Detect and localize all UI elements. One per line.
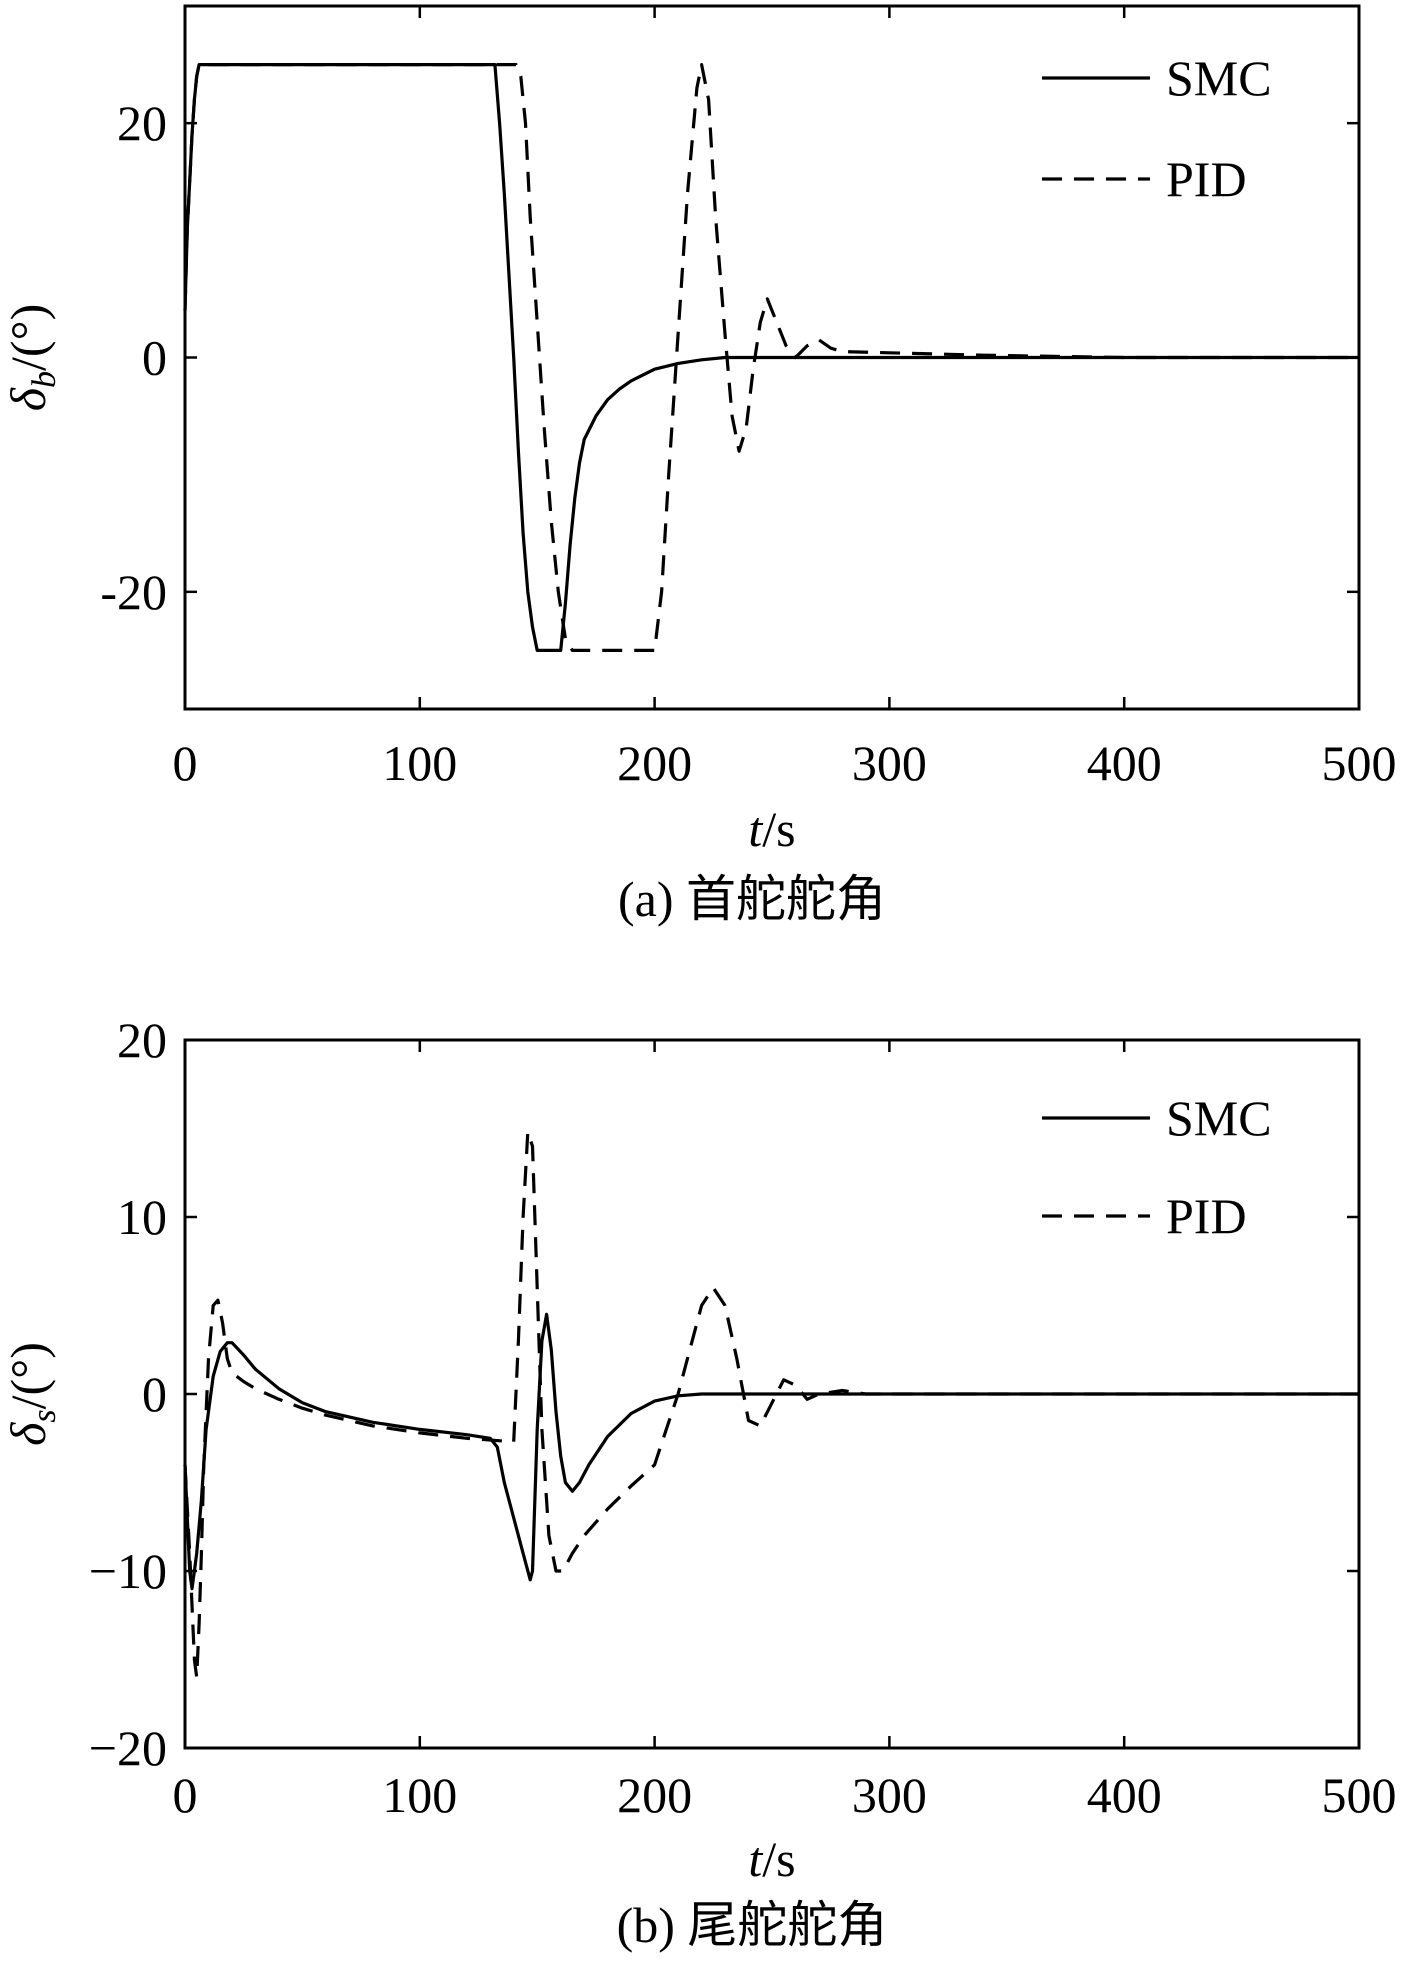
x-tick-label: 100 [382, 1767, 457, 1823]
y-tick-label: 0 [142, 1366, 167, 1422]
x-tick-label: 200 [617, 1767, 692, 1823]
x-axis-label: t/s [748, 1831, 795, 1887]
legend-label-smc: SMC [1166, 1090, 1272, 1146]
x-axis-label-unit: /s [762, 1831, 795, 1887]
x-axis-label-var: t [748, 1831, 763, 1887]
legend-label-pid: PID [1166, 151, 1247, 207]
x-tick-label: 300 [852, 1767, 927, 1823]
x-tick-label: 300 [852, 735, 927, 791]
series-layer [183, 1130, 1359, 1679]
x-tick-label: 400 [1087, 735, 1162, 791]
y-axis-label-subscript: s [26, 1409, 63, 1422]
legend: SMC PID [1042, 1090, 1272, 1244]
chart-bow-rudder-angle: 0 100 200 300 400 500 -20 0 20 SMC PID t/s δb/(°… [0, 4, 1397, 927]
y-tick-label: 20 [117, 1012, 167, 1068]
x-tick-label: 200 [617, 735, 692, 791]
y-axis-label: δs/(°) [0, 1342, 63, 1446]
x-tick-label: 0 [173, 735, 198, 791]
tick-labels: 0 100 200 300 400 500 -20 0 20 [100, 95, 1396, 791]
series-layer [183, 62, 1359, 653]
x-tick-label: 100 [382, 735, 457, 791]
legend-label-smc: SMC [1166, 50, 1272, 106]
y-tick-label: 0 [142, 330, 167, 386]
y-axis-label-unit: /(°) [0, 304, 56, 371]
series-line-pid [183, 62, 1359, 653]
series-line-smc [183, 62, 1359, 653]
y-tick-label: 10 [117, 1189, 167, 1245]
y-axis-label-symbol: δ [0, 387, 56, 411]
y-tick-label: −20 [89, 1720, 167, 1776]
x-tick-label: 500 [1322, 735, 1397, 791]
legend-label-pid: PID [1166, 1188, 1247, 1244]
x-axis-label-var: t [748, 801, 763, 857]
y-axis-label-unit: /(°) [0, 1342, 56, 1409]
legend: SMC PID [1042, 50, 1272, 207]
x-tick-label: 500 [1322, 1767, 1397, 1823]
x-axis-label: t/s [748, 801, 795, 857]
y-axis-label: δb/(°) [0, 304, 63, 411]
y-tick-label: 20 [117, 95, 167, 151]
chart-caption: (b) 尾舵舵角 [617, 1897, 888, 1953]
y-tick-label: −10 [89, 1543, 167, 1599]
chart-caption: (a) 首舵舵角 [618, 871, 886, 927]
tick-labels: 0 100 200 300 400 500 −20 −10 0 10 20 [89, 1012, 1397, 1823]
x-tick-label: 0 [173, 1767, 198, 1823]
x-axis-label-unit: /s [762, 801, 795, 857]
x-tick-label: 400 [1087, 1767, 1162, 1823]
series-line-pid [183, 1130, 1359, 1679]
y-axis-label-symbol: δ [0, 1422, 56, 1446]
y-axis-label-subscript: b [26, 371, 63, 388]
y-tick-label: -20 [100, 564, 167, 620]
series-line-smc [183, 1312, 1359, 1591]
